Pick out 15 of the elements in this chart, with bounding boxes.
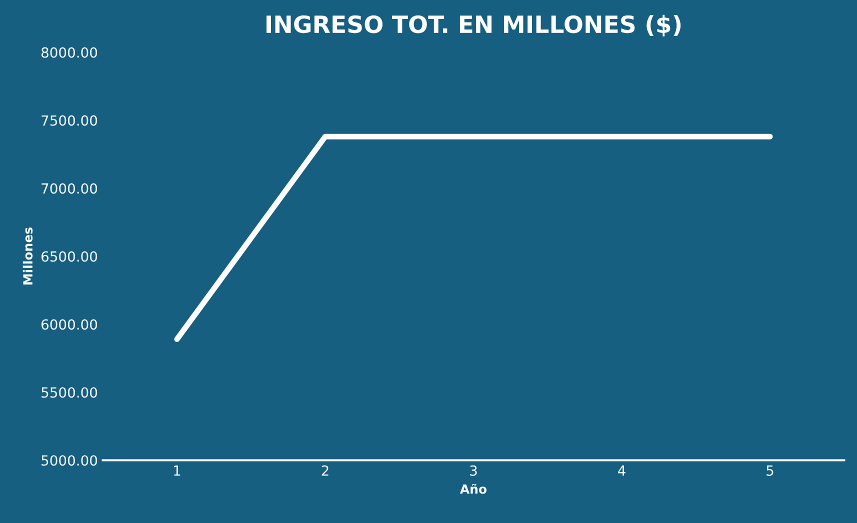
y-axis-title: Millones — [22, 228, 33, 284]
y-tick-label: 5000.00 — [42, 455, 98, 466]
y-tick-label: 7500.00 — [42, 115, 98, 126]
x-tick-label: 3 — [470, 465, 477, 476]
y-tick-label: 5500.00 — [42, 387, 98, 398]
y-tick-label: 7000.00 — [42, 183, 98, 194]
y-tick-label: 6500.00 — [42, 251, 98, 262]
y-tick-label: 6000.00 — [42, 319, 98, 330]
x-axis-title: Año — [460, 484, 487, 494]
x-tick-label: 2 — [322, 465, 328, 476]
chart-title: INGRESO TOT. EN MILLONES ($) — [266, 14, 681, 36]
x-tick-label: 5 — [766, 466, 774, 476]
y-tick-label: 8000.00 — [41, 47, 98, 58]
x-tick-label: 4 — [618, 466, 626, 476]
x-tick-label: 1 — [174, 466, 180, 476]
